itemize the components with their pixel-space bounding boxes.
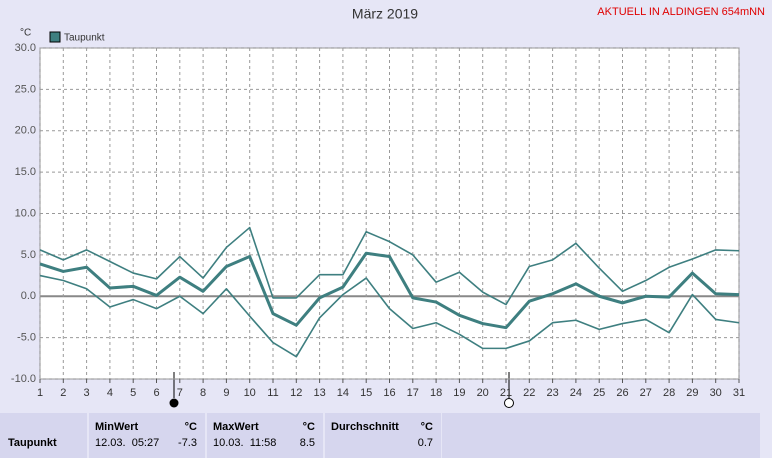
column-header: Durchschnitt [331, 421, 399, 433]
x-tick-label: 12 [290, 387, 302, 399]
x-tick-label: 4 [107, 387, 113, 399]
empty-cell [442, 413, 760, 458]
x-tick-label: 25 [593, 387, 605, 399]
x-tick-label: 2 [60, 387, 66, 399]
x-tick-label: 13 [313, 387, 325, 399]
stat-value: 8.5 [299, 437, 315, 449]
timestamp: 10.03. 11:58 [213, 437, 277, 449]
y-tick-label: 15.0 [15, 166, 36, 178]
timestamp: 12.03. 05:27 [95, 437, 160, 449]
row-label-cell: Taupunkt [0, 413, 87, 458]
x-tick-label: 28 [663, 387, 675, 399]
x-tick-label: 3 [84, 387, 90, 399]
series-line [39, 274, 740, 358]
legend-swatch [49, 31, 61, 43]
y-axis-label: °C [20, 28, 31, 39]
column-header: MaxWert [213, 421, 259, 433]
subtitle: AKTUELL IN ALDINGEN 654mNN [597, 6, 765, 18]
series-line [39, 226, 740, 306]
chart-title: März 2019 [352, 6, 418, 22]
stat-value: 0.7 [417, 437, 433, 449]
x-tick-label: 14 [337, 387, 349, 399]
x-tick-label: 31 [733, 387, 745, 399]
stats-cell: MaxWert °C 10.03. 11:58 8.5 [207, 413, 323, 458]
unit-label: °C [302, 421, 315, 433]
unit-label: °C [184, 421, 197, 433]
x-tick-label: 16 [383, 387, 395, 399]
x-tick-label: 9 [223, 387, 229, 399]
x-tick-label: 21 [500, 387, 512, 399]
y-tick-label: 25.0 [15, 83, 36, 95]
x-tick-label: 10 [244, 387, 256, 399]
x-tick-label: 11 [267, 387, 278, 399]
x-tick-label: 6 [153, 387, 159, 399]
x-tick-label: 29 [686, 387, 698, 399]
x-tick-label: 27 [640, 387, 652, 399]
y-tick-label: 5.0 [21, 249, 36, 261]
x-tick-label: 17 [407, 387, 419, 399]
x-tick-label: 18 [430, 387, 442, 399]
x-tick-label: 19 [453, 387, 465, 399]
y-tick-label: 0.0 [21, 290, 36, 302]
x-tick-label: 26 [616, 387, 628, 399]
y-tick-label: 10.0 [15, 207, 36, 219]
x-tick-label: 15 [360, 387, 372, 399]
y-tick-label: -10.0 [11, 373, 36, 385]
x-tick-label: 20 [477, 387, 489, 399]
x-tick-label: 1 [37, 387, 43, 399]
legend-label: Taupunkt [64, 33, 105, 44]
x-tick-label: 22 [523, 387, 535, 399]
x-tick-label: 30 [710, 387, 722, 399]
x-tick-label: 23 [546, 387, 558, 399]
stats-cell: MinWert °C 12.03. 05:27 -7.3 [89, 413, 205, 458]
x-tick-label: 8 [200, 387, 206, 399]
y-tick-label: 20.0 [15, 125, 36, 137]
x-tick-label: 7 [177, 387, 183, 399]
stat-value: -7.3 [178, 437, 197, 449]
x-tick-label: 24 [570, 387, 582, 399]
unit-label: °C [420, 421, 433, 433]
chart: März 2019 AKTUELL IN ALDINGEN 654mNN °C … [11, 6, 765, 408]
column-header: MinWert [95, 421, 139, 433]
full-moon-icon [504, 398, 514, 408]
x-tick-label: 5 [130, 387, 136, 399]
row-label: Taupunkt [8, 437, 57, 449]
series-line [39, 251, 740, 330]
y-tick-label: -5.0 [17, 332, 36, 344]
y-tick-label: 30.0 [15, 42, 36, 54]
new-moon-icon [169, 398, 179, 408]
stats-cell: Durchschnitt °C 0.7 [325, 413, 441, 458]
